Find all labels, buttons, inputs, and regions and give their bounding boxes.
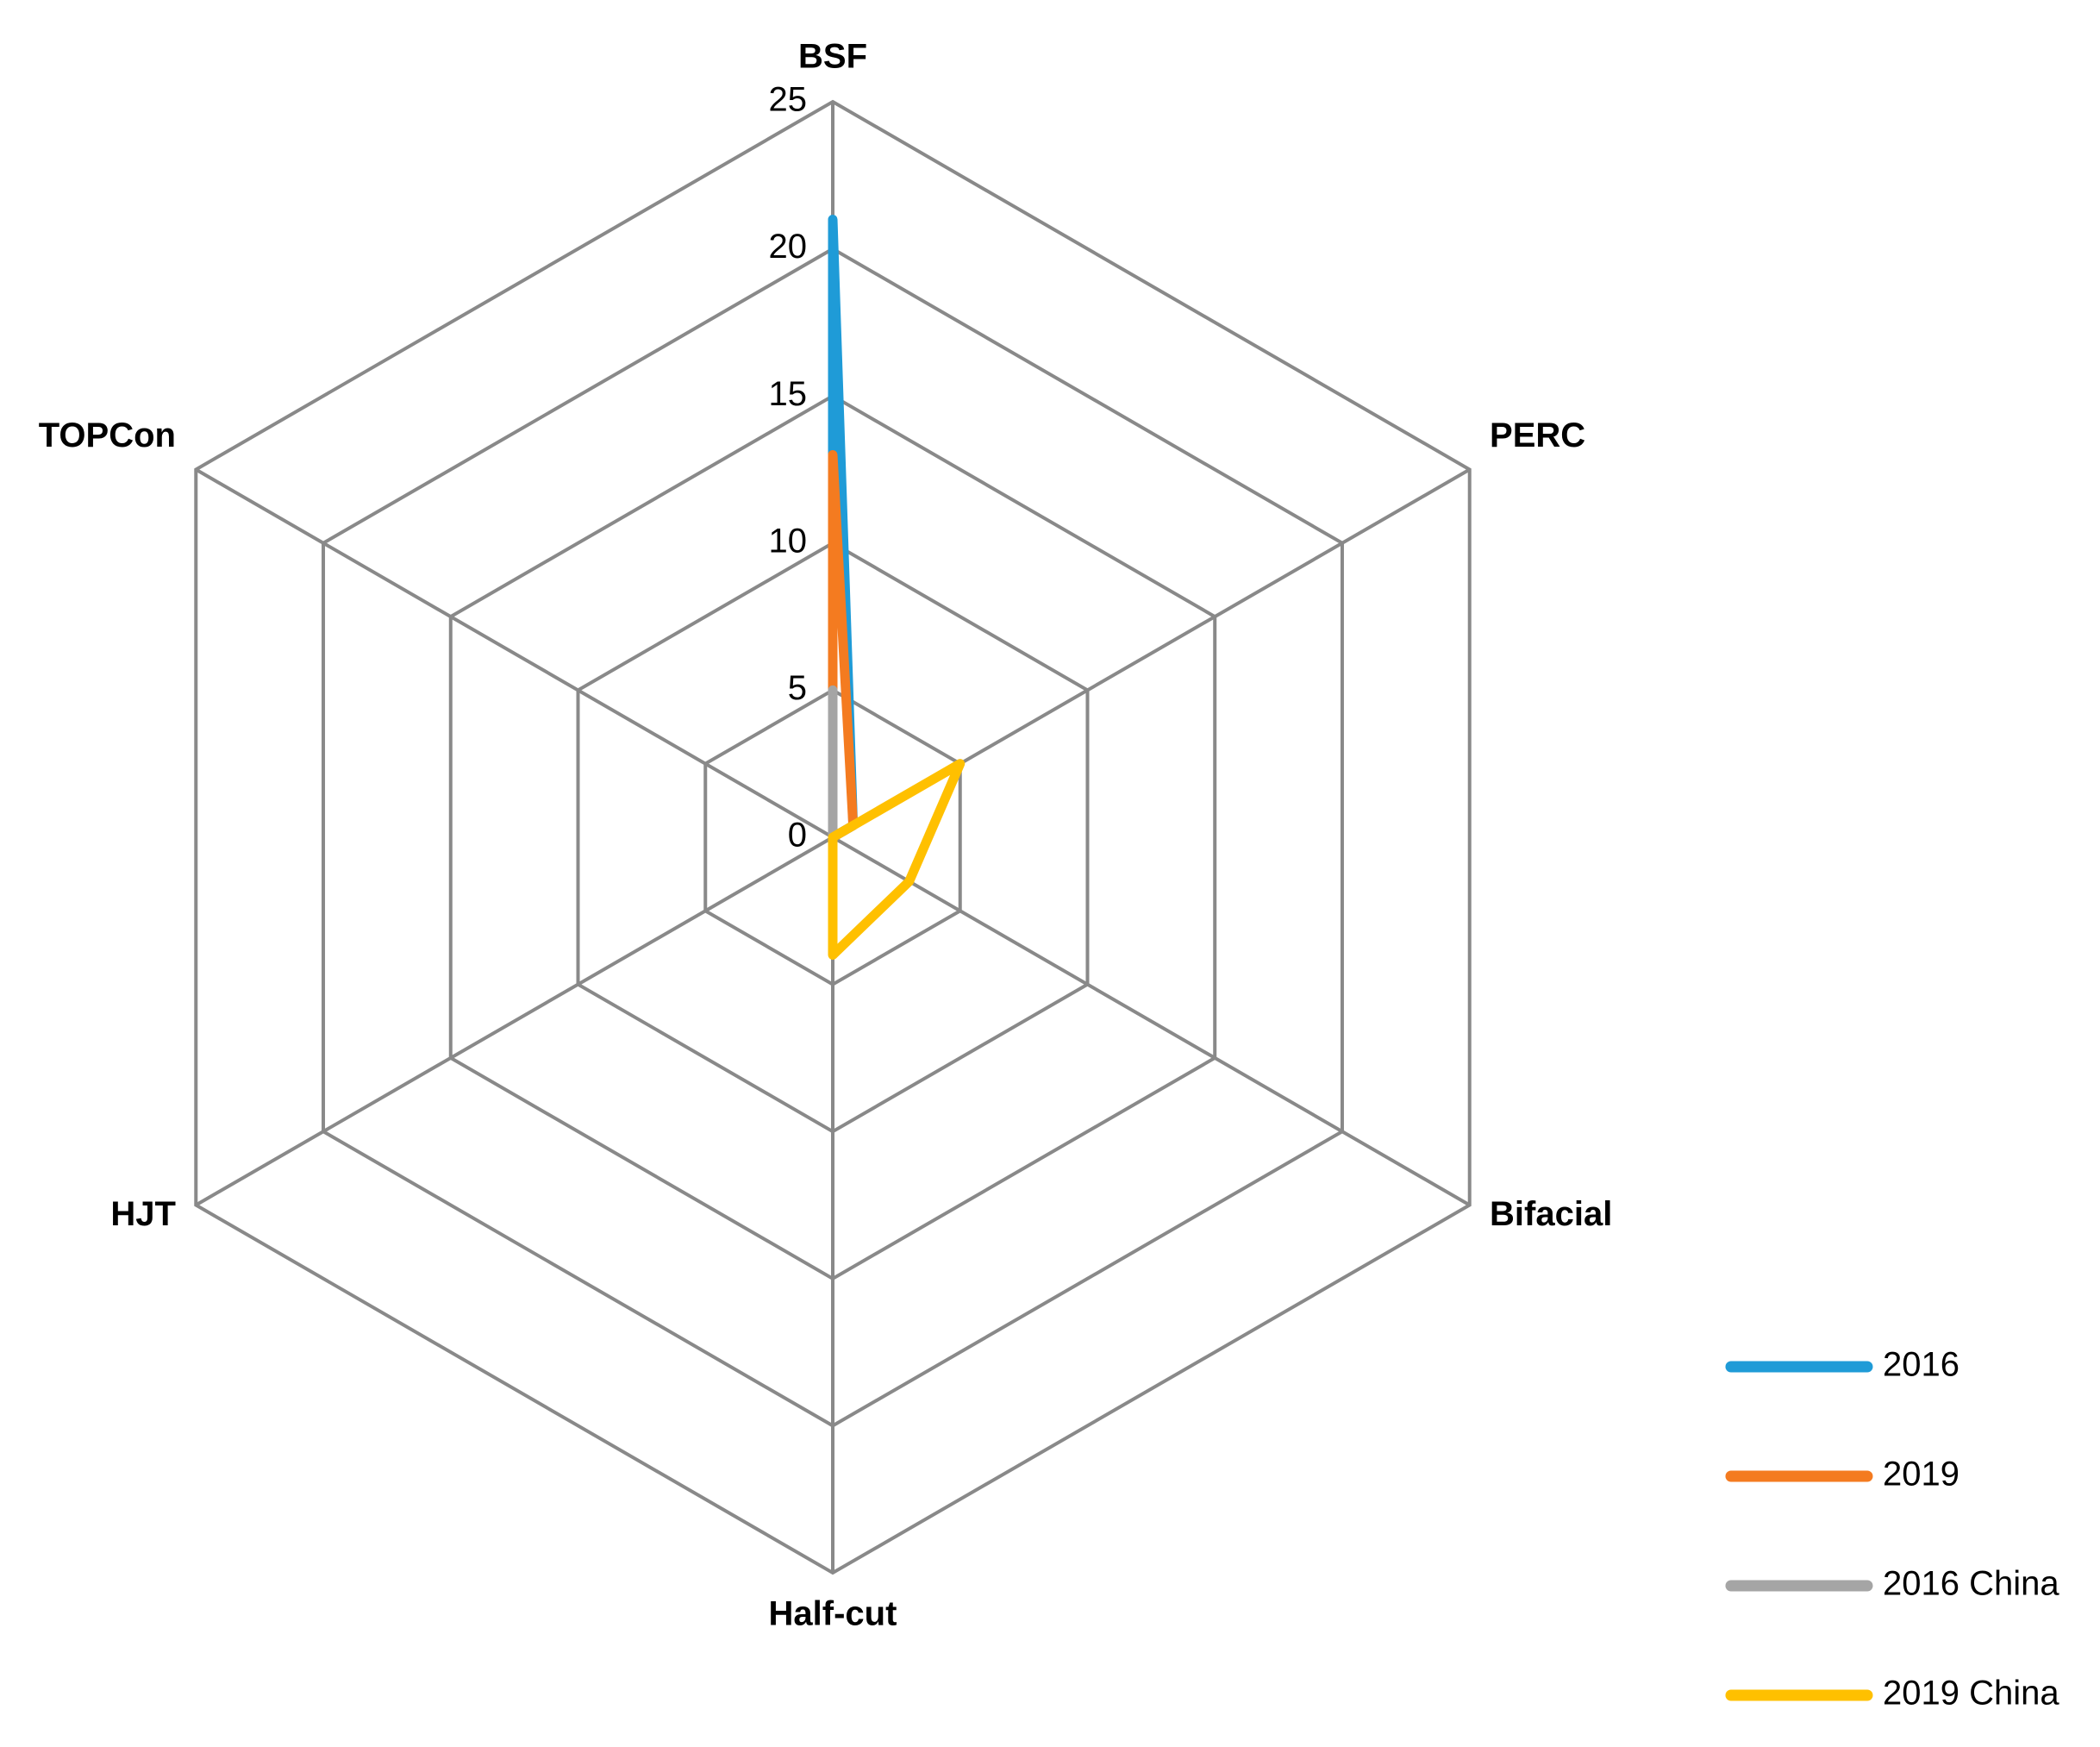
category-label: Bifacial bbox=[1490, 1195, 1612, 1233]
y-tick-label: 5 bbox=[788, 669, 807, 707]
category-label: BSF bbox=[798, 38, 867, 76]
category-label: PERC bbox=[1490, 416, 1585, 454]
legend-label: 2016 China bbox=[1883, 1565, 2059, 1603]
category-label: Half-cut bbox=[769, 1595, 897, 1633]
series-line bbox=[828, 759, 966, 960]
spoke bbox=[832, 836, 1471, 1207]
spoke bbox=[195, 467, 834, 839]
y-tick-label: 10 bbox=[769, 522, 808, 560]
legend-label: 2019 China bbox=[1883, 1675, 2059, 1713]
y-tick-label: 20 bbox=[769, 228, 808, 266]
category-label: HJT bbox=[110, 1195, 176, 1233]
category-label: TOPCon bbox=[39, 416, 176, 454]
y-tick-label: 0 bbox=[788, 817, 807, 855]
spoke bbox=[195, 836, 834, 1207]
legend-label: 2019 bbox=[1883, 1456, 1959, 1493]
y-tick-label: 15 bbox=[769, 375, 808, 413]
y-tick-label: 25 bbox=[769, 81, 808, 119]
legend-label: 2016 bbox=[1883, 1346, 1959, 1384]
